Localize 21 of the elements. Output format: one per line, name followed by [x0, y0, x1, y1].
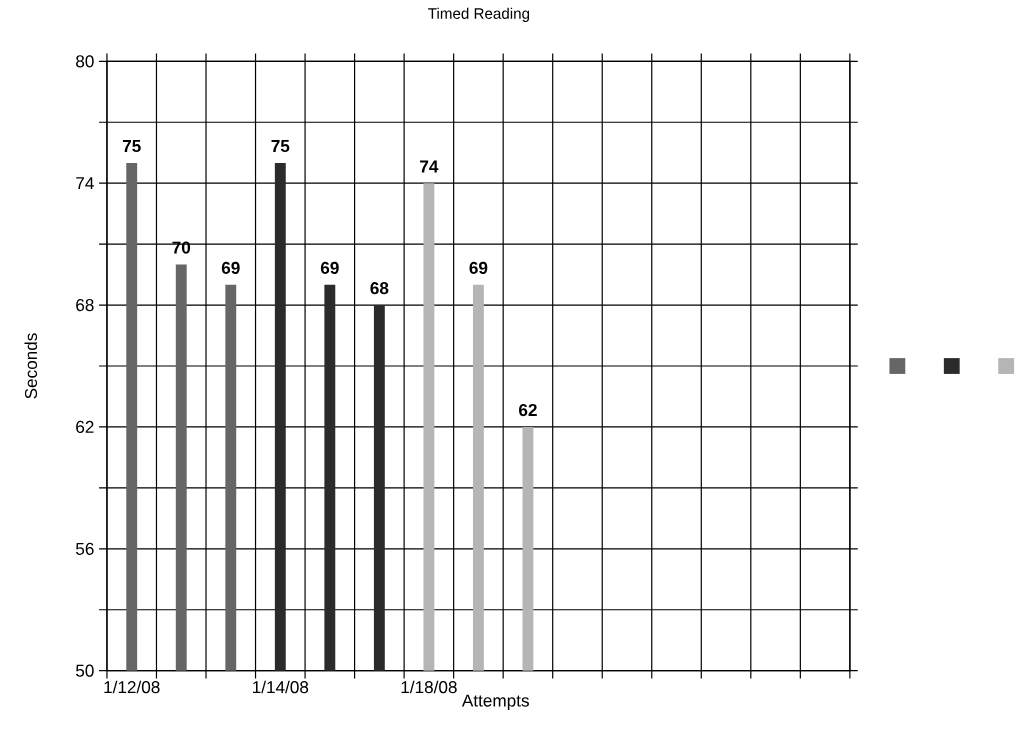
x-tick-label: 1/14/08	[253, 680, 309, 694]
data-label: 69	[469, 261, 488, 274]
y-axis-title: Seconds	[24, 333, 38, 399]
y-tick-label: 74	[76, 177, 94, 190]
data-label: 69	[320, 261, 339, 274]
x-tick-label: 1/12/08	[104, 680, 160, 694]
data-label: 68	[370, 282, 389, 295]
y-tick-label: 68	[76, 299, 94, 312]
data-label: 70	[172, 241, 191, 254]
x-axis-title: Attempts	[461, 694, 529, 711]
data-label: 75	[271, 140, 290, 153]
y-tick-label: 80	[76, 55, 94, 68]
y-tick-label: 56	[75, 542, 94, 555]
chart-title: Timed Reading	[428, 7, 530, 22]
data-label: 62	[519, 404, 537, 417]
x-tick-label: 1/18/08	[401, 680, 457, 694]
data-label: 74	[420, 160, 439, 173]
data-label: 75	[122, 140, 141, 153]
data-label: 69	[221, 261, 240, 274]
y-tick-label: 50	[75, 664, 94, 677]
y-tick-label: 62	[76, 420, 94, 434]
